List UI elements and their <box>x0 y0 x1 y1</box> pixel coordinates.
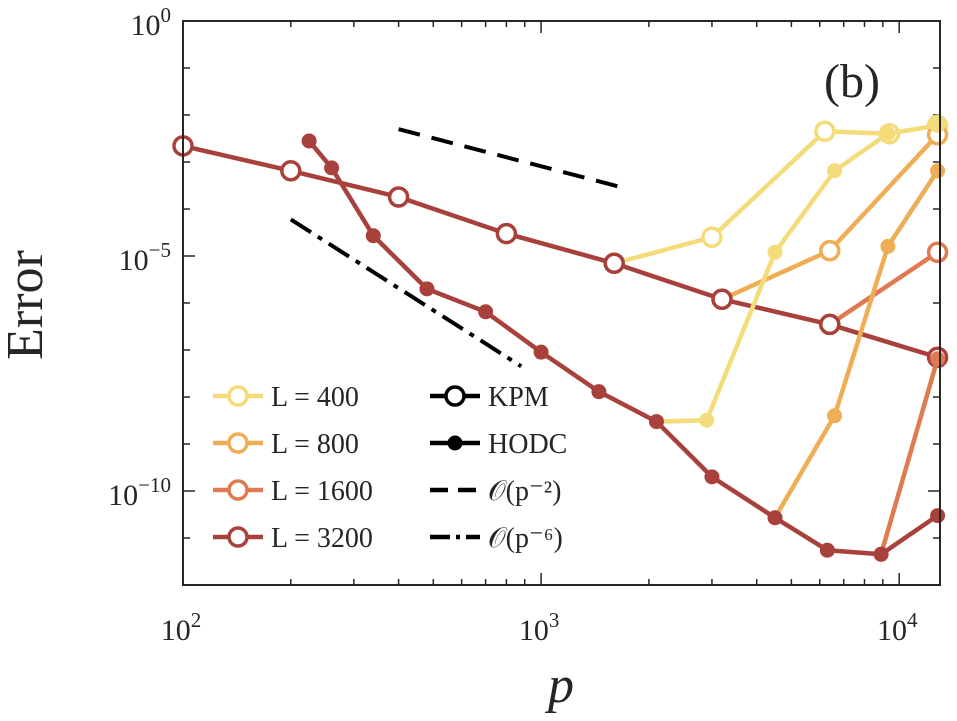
hodc-point <box>930 508 946 524</box>
hodc-point <box>419 281 435 297</box>
y-tick-label: 10−5 <box>119 238 171 277</box>
hodc-point <box>365 228 381 244</box>
legend-label: L = 400 <box>271 382 359 413</box>
kpm-point <box>711 288 733 311</box>
tick-labels: 102 103 104 100 10−5 10−10 <box>108 3 918 647</box>
series-line <box>828 250 939 327</box>
legend-label: L = 3200 <box>271 523 373 554</box>
legend-entry: KPM <box>430 382 549 413</box>
y-tick-label: 10−10 <box>108 473 171 512</box>
legend-entry: L = 800 <box>213 429 359 460</box>
legend-label: L = 800 <box>271 429 359 460</box>
legend-entry: L = 1600 <box>213 476 373 507</box>
legend-entry: L = 400 <box>213 382 359 413</box>
series-line <box>773 169 940 519</box>
y-axis-label: Error <box>0 250 54 360</box>
hodc-point <box>930 117 946 133</box>
legend-label: L = 1600 <box>271 476 373 507</box>
legend-swatch-marker <box>444 385 466 407</box>
kpm-point <box>814 120 836 143</box>
x-axis-label: p <box>544 657 574 714</box>
hodc-point <box>930 163 946 179</box>
hodc-point <box>880 126 896 142</box>
hodc-point <box>767 244 783 260</box>
kpm-point <box>926 241 949 264</box>
kpm-point <box>819 313 841 336</box>
kpm-point <box>280 160 302 182</box>
x-tick-label: 103 <box>519 608 560 647</box>
hodc-point <box>648 414 664 430</box>
hodc-point <box>301 133 317 149</box>
legend-swatch-marker <box>227 479 249 501</box>
data-series <box>172 114 949 562</box>
legend-swatch-marker <box>227 385 249 407</box>
kpm-point <box>495 222 518 245</box>
x-tick-label: 102 <box>161 608 202 647</box>
series-line <box>878 358 940 555</box>
hodc-point <box>819 542 835 558</box>
legend-swatch-marker <box>447 435 463 451</box>
series-hodc-L3200 <box>301 133 946 562</box>
kpm-point <box>603 252 625 275</box>
hodc-point <box>930 351 946 367</box>
legend-entry: L = 3200 <box>213 523 373 554</box>
hodc-point <box>591 384 607 400</box>
hodc-point <box>324 160 340 176</box>
hodc-point <box>827 408 843 424</box>
legend-entry: 𝒪(p⁻⁶) <box>430 523 563 554</box>
panel-label: (b) <box>824 55 880 108</box>
kpm-point <box>819 239 841 262</box>
legend-label: HODC <box>488 429 567 460</box>
hodc-point <box>478 304 494 320</box>
x-tick-label: 104 <box>877 608 918 647</box>
y-tick-label: 100 <box>131 3 172 42</box>
series-hodc-L800 <box>767 163 946 526</box>
hodc-point <box>827 163 843 179</box>
legend-label: 𝒪(p⁻⁶) <box>488 523 563 554</box>
hodc-point <box>533 344 549 360</box>
guide-p-minus-2 <box>398 127 620 189</box>
plot-frame <box>182 20 941 586</box>
hodc-point <box>873 546 889 562</box>
series-line <box>656 123 938 424</box>
legend: L = 400 L = 800 L = 1600 L = 3200 KPM HODC 𝒪(p… <box>213 382 567 554</box>
legend-entry: HODC <box>430 429 567 460</box>
guide-p-minus-6 <box>289 217 523 368</box>
legend-label: KPM <box>488 382 549 413</box>
hodc-point <box>767 510 783 526</box>
legend-swatch-marker <box>227 526 249 548</box>
kpm-point <box>701 226 723 249</box>
legend-swatch-marker <box>227 432 249 454</box>
series-hodc-L400 <box>648 117 946 430</box>
series-line <box>182 143 939 360</box>
hodc-point <box>880 238 896 254</box>
hodc-point <box>699 412 715 428</box>
hodc-point <box>704 469 720 485</box>
guide-lines <box>289 127 620 368</box>
legend-entry: 𝒪(p⁻²) <box>430 476 561 507</box>
kpm-point <box>387 186 410 208</box>
legend-label: 𝒪(p⁻²) <box>488 476 561 507</box>
